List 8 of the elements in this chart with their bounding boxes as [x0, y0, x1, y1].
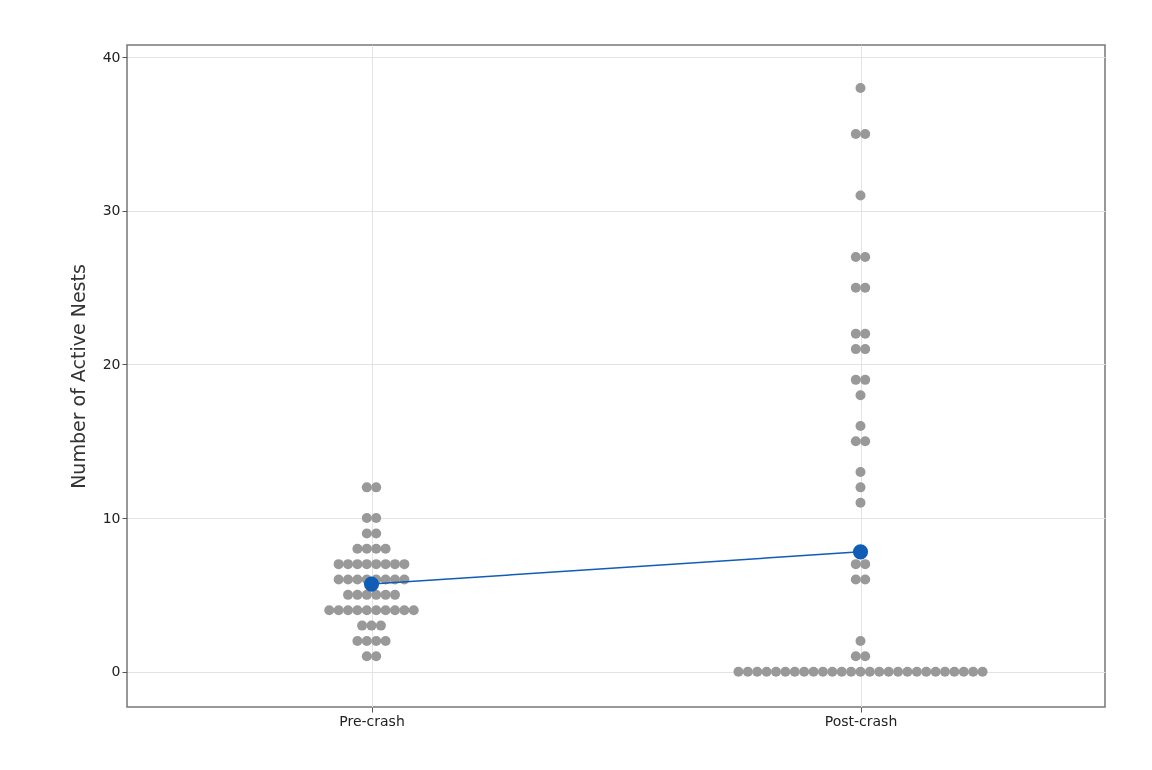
- y-tick-label: 40: [102, 48, 121, 65]
- y-tick-label: 10: [102, 509, 121, 526]
- y-tick-label: 0: [111, 663, 121, 680]
- x-tick-label: Pre-crash: [339, 712, 405, 729]
- y-axis-title: Number of Active Nests: [66, 264, 89, 489]
- y-tick-label: 30: [102, 202, 121, 219]
- x-tick-label: Post-crash: [824, 712, 898, 729]
- y-tick-label: 20: [102, 355, 121, 372]
